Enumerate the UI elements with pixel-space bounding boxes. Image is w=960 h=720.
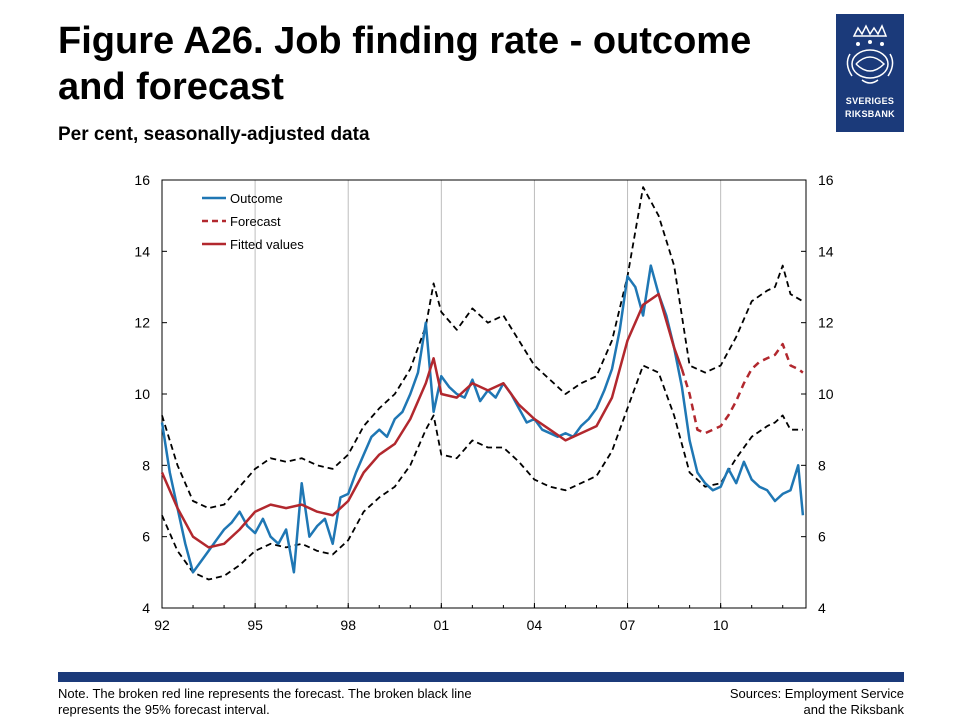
logo-text-line-1: SVERIGES bbox=[845, 96, 895, 106]
y-tick-label-right-6: 6 bbox=[818, 529, 826, 545]
x-tick-label-01: 01 bbox=[434, 617, 450, 633]
riksbank-logo: SVERIGES RIKSBANK bbox=[836, 14, 904, 132]
footnote: Note. The broken red line represents the… bbox=[58, 686, 618, 718]
legend-label-forecast: Forecast bbox=[230, 214, 281, 229]
y-tick-label-left-4: 4 bbox=[142, 600, 150, 616]
y-tick-label-left-16: 16 bbox=[134, 172, 150, 188]
sources: Sources: Employment Service and the Riks… bbox=[644, 686, 904, 718]
legend-label-outcome: Outcome bbox=[230, 191, 283, 206]
y-tick-label-left-14: 14 bbox=[134, 243, 150, 259]
y-tick-label-right-12: 12 bbox=[818, 315, 834, 331]
chart-container: 4 4 6 6 8 8 10 10 12 12 14 14 16 16 92 95 98 01 04 07 10 Out… bbox=[100, 160, 870, 640]
x-tick-label-04: 04 bbox=[527, 617, 543, 633]
y-tick-label-left-12: 12 bbox=[134, 315, 150, 331]
y-tick-label-left-8: 8 bbox=[142, 457, 150, 473]
y-tick-label-right-16: 16 bbox=[818, 172, 834, 188]
axes-layer: 4 4 6 6 8 8 10 10 12 12 14 14 16 16 92 95 98 01 04 07 10 bbox=[134, 172, 833, 633]
y-tick-label-right-10: 10 bbox=[818, 386, 834, 402]
x-tick-label-95: 95 bbox=[247, 617, 263, 633]
x-tick-label-07: 07 bbox=[620, 617, 636, 633]
y-tick-label-right-8: 8 bbox=[818, 457, 826, 473]
y-tick-label-right-14: 14 bbox=[818, 243, 834, 259]
sources-line-1: Sources: Employment Service bbox=[729, 686, 904, 701]
sources-line-2: and the Riksbank bbox=[803, 702, 904, 717]
series-line-lower-95-interval bbox=[161, 364, 803, 581]
figure-subtitle: Per cent, seasonally-adjusted data bbox=[58, 124, 370, 145]
x-tick-label-92: 92 bbox=[154, 617, 170, 633]
x-tick-label-10: 10 bbox=[713, 617, 729, 633]
series-line-forecast bbox=[680, 342, 804, 435]
legend-label-fitted-values: Fitted values bbox=[230, 237, 304, 252]
title-line-1: Figure A26. Job finding rate - outcome bbox=[58, 20, 752, 62]
footnote-line-1: Note. The broken red line represents the… bbox=[58, 686, 472, 701]
job-finding-rate-chart: 4 4 6 6 8 8 10 10 12 12 14 14 16 16 92 95 98 01 04 07 10 Out… bbox=[134, 172, 833, 633]
legend-layer: Outcome Forecast Fitted values bbox=[202, 191, 304, 252]
y-tick-label-right-4: 4 bbox=[818, 600, 826, 616]
series-layer bbox=[160, 186, 805, 581]
y-tick-label-left-10: 10 bbox=[134, 386, 150, 402]
title-line-2: and forecast bbox=[58, 66, 284, 108]
figure-title: Figure A26. Job finding rate - outcome a… bbox=[58, 18, 838, 110]
logo-text-line-2: RIKSBANK bbox=[845, 109, 895, 119]
y-tick-label-left-6: 6 bbox=[142, 529, 150, 545]
series-line-upper-95-interval bbox=[161, 186, 804, 509]
footer-divider bbox=[58, 672, 904, 682]
x-tick-label-98: 98 bbox=[340, 617, 356, 633]
series-line-outcome bbox=[160, 264, 805, 574]
riksbank-crest-icon bbox=[846, 24, 894, 84]
series-line-fitted-values bbox=[160, 292, 684, 549]
footnote-line-2: represents the 95% forecast interval. bbox=[58, 702, 270, 717]
